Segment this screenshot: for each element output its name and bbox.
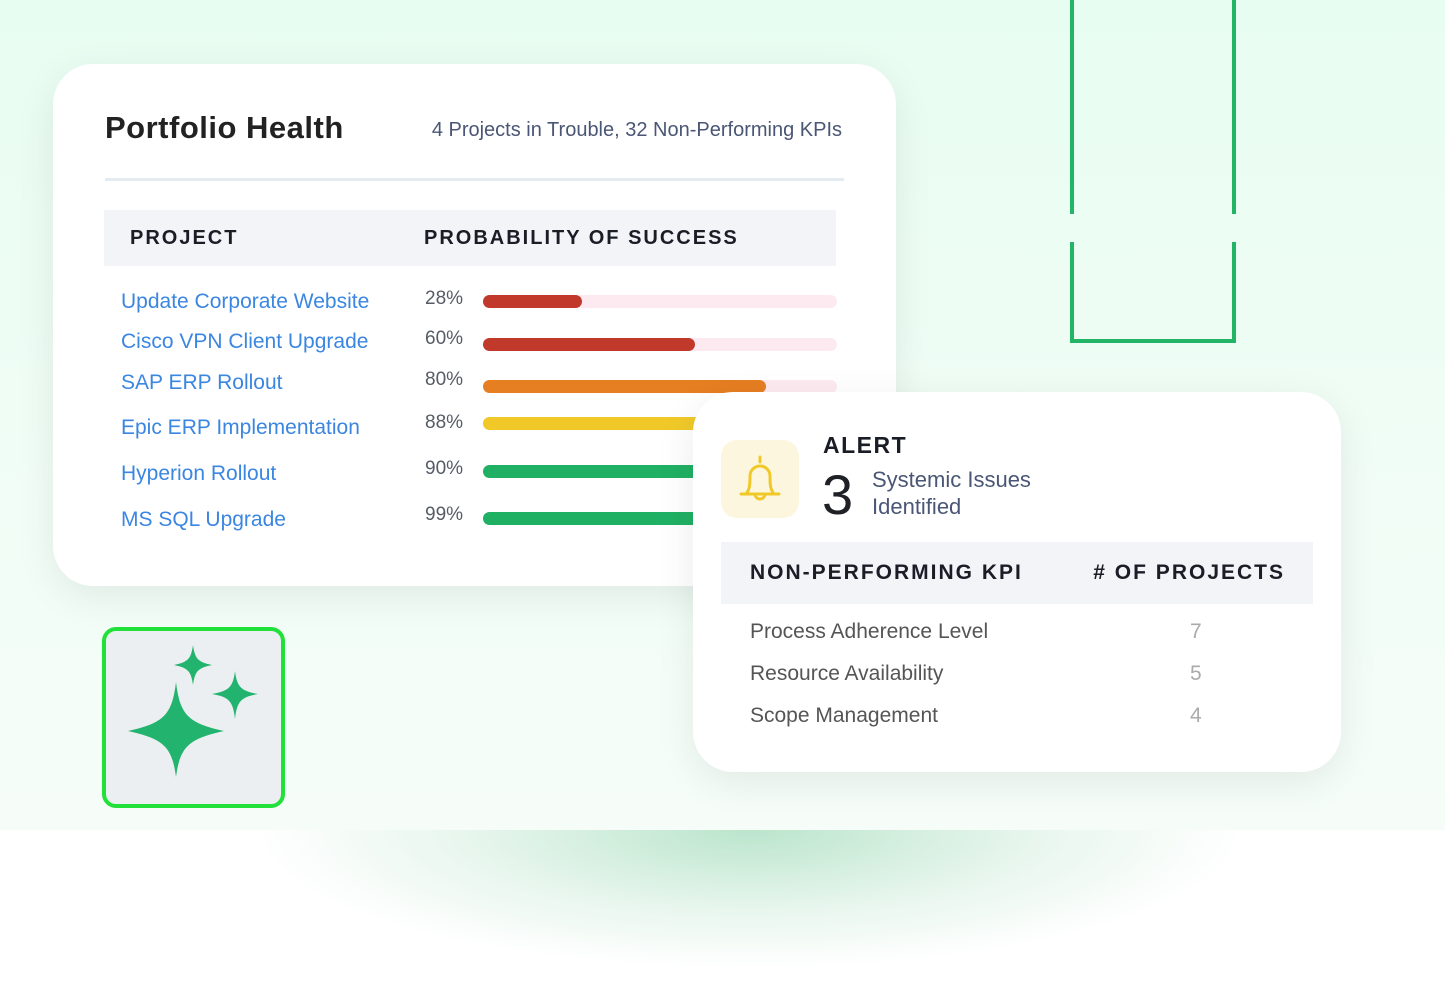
probability-bar-fill bbox=[483, 380, 767, 393]
probability-value: 99% bbox=[425, 504, 464, 525]
bell-icon bbox=[721, 440, 799, 518]
alert-description: Systemic Issues Identified bbox=[872, 467, 1031, 519]
probability-bar bbox=[483, 338, 837, 351]
probability-value: 80% bbox=[425, 369, 464, 390]
probability-bar-fill bbox=[483, 338, 696, 351]
kpi-table-header: NON-PERFORMING KPI # OF PROJECTS bbox=[721, 542, 1313, 604]
project-link[interactable]: MS SQL Upgrade bbox=[121, 508, 286, 531]
kpi-name: Resource Availability bbox=[750, 662, 944, 685]
column-project: PROJECT bbox=[130, 227, 239, 249]
project-link[interactable]: Epic ERP Implementation bbox=[121, 416, 360, 439]
divider bbox=[105, 178, 844, 181]
kpi-name: Process Adherence Level bbox=[750, 620, 989, 643]
kpi-project-count: 7 bbox=[1190, 620, 1202, 643]
project-link[interactable]: Cisco VPN Client Upgrade bbox=[121, 330, 369, 353]
sparkles-icon bbox=[128, 645, 258, 777]
project-link[interactable]: SAP ERP Rollout bbox=[121, 371, 283, 394]
decorative-frame-top bbox=[1070, 0, 1236, 214]
table-row: SAP ERP Rollout 80% bbox=[53, 369, 896, 399]
project-link[interactable]: Hyperion Rollout bbox=[121, 462, 277, 485]
project-link[interactable]: Update Corporate Website bbox=[121, 290, 370, 313]
background-glow bbox=[250, 830, 1250, 970]
sparkles-button[interactable] bbox=[102, 627, 285, 808]
kpi-project-count: 4 bbox=[1190, 704, 1202, 727]
probability-bar bbox=[483, 380, 837, 393]
kpi-project-count: 5 bbox=[1190, 662, 1202, 685]
probability-value: 60% bbox=[425, 328, 464, 349]
portfolio-health-card: Portfolio Health 4 Projects in Trouble, … bbox=[53, 64, 896, 586]
kpi-name: Scope Management bbox=[750, 704, 938, 727]
column-projects: # OF PROJECTS bbox=[1093, 561, 1285, 584]
probability-value: 88% bbox=[425, 412, 464, 433]
table-row: Cisco VPN Client Upgrade 60% bbox=[53, 328, 896, 358]
probability-bar-fill bbox=[483, 295, 583, 308]
decorative-frame-bottom bbox=[1070, 242, 1236, 343]
probability-value: 28% bbox=[425, 288, 464, 309]
column-kpi: NON-PERFORMING KPI bbox=[750, 561, 1023, 584]
alert-card: ALERT 3 Systemic Issues Identified NON-P… bbox=[693, 392, 1341, 772]
probability-bar bbox=[483, 295, 837, 308]
table-header: PROJECT PROBABILITY OF SUCCESS bbox=[104, 210, 836, 266]
alert-count: 3 bbox=[822, 463, 854, 526]
column-probability: PROBABILITY OF SUCCESS bbox=[424, 227, 739, 249]
probability-value: 90% bbox=[425, 458, 464, 479]
card-summary: 4 Projects in Trouble, 32 Non-Performing… bbox=[431, 119, 842, 141]
alert-label: ALERT bbox=[823, 432, 908, 458]
card-title: Portfolio Health bbox=[105, 110, 344, 145]
table-row: Update Corporate Website 28% bbox=[53, 288, 896, 318]
